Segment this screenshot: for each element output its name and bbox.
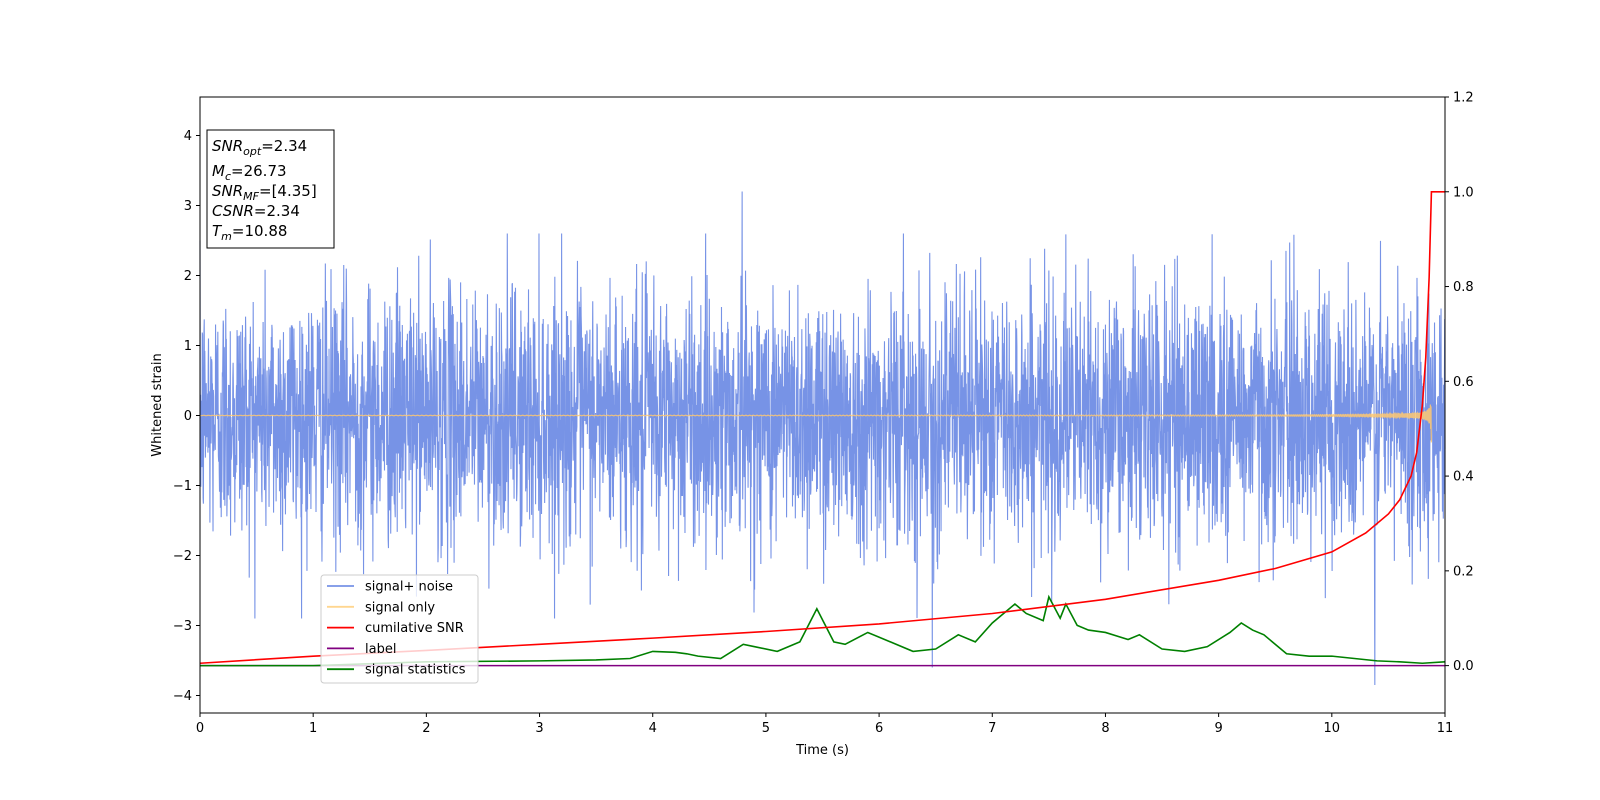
y-tick-label: 3 — [184, 199, 192, 214]
legend-entry: cumilative SNR — [365, 621, 464, 636]
y-tick-label: −2 — [173, 549, 192, 564]
x-tick-label: 10 — [1324, 721, 1341, 736]
y-tick-label: 0 — [184, 409, 192, 424]
y-tick-label: −4 — [173, 689, 192, 704]
legend: signal+ noise signal only cumilative SNR la… — [320, 574, 479, 684]
annotation-symbol: SNR — [212, 182, 243, 200]
y2-axis-ticks: 0.0 0.2 0.4 0.6 0.8 1.0 1.2 — [1445, 91, 1474, 674]
x-tick-label: 4 — [649, 721, 657, 736]
y-tick-label: 4 — [184, 129, 192, 144]
annotation-line: Tm=10.88 — [212, 222, 287, 243]
signal-series-layer — [199, 404, 1433, 443]
y2-tick-label: 0.6 — [1453, 375, 1474, 390]
x-tick-label: 8 — [1101, 721, 1109, 736]
y2-tick-label: 0.4 — [1453, 470, 1474, 485]
y-axis-ticks: −4 −3 −2 −1 0 1 2 3 4 — [173, 129, 200, 704]
series-signal-only-line — [199, 404, 1433, 443]
legend-frame — [320, 574, 479, 684]
annotation-subscript: opt — [243, 145, 262, 158]
x-tick-label: 11 — [1437, 721, 1454, 736]
annotation-frame — [206, 129, 335, 249]
y2-tick-label: 1.2 — [1453, 91, 1474, 106]
x-tick-label: 3 — [535, 721, 543, 736]
annotation-symbol: SNR — [212, 137, 243, 155]
x-tick-label: 9 — [1214, 721, 1222, 736]
series-signal-statistics-line — [200, 594, 1446, 667]
x-tick-label: 5 — [762, 721, 770, 736]
annotation-line: SNRopt=2.34 — [212, 137, 307, 158]
x-tick-label: 6 — [875, 721, 883, 736]
annotation-line: Mc=26.73 — [212, 162, 287, 183]
x-tick-label: 7 — [988, 721, 996, 736]
annotation-line: CSNR=2.34 — [212, 202, 300, 220]
annotation-value: =2.34 — [261, 137, 307, 155]
plot-frame — [199, 96, 1446, 714]
annotation-symbol: M — [212, 162, 225, 180]
x-tick-label: 1 — [309, 721, 317, 736]
legend-entry: signal only — [365, 600, 435, 615]
y-tick-label: 1 — [184, 339, 192, 354]
series-cumilative-snr-line — [199, 190, 1445, 665]
y-tick-label: −3 — [173, 619, 192, 634]
y2-tick-label: 0.0 — [1453, 659, 1474, 674]
annotation-line: SNRMF=[4.35] — [212, 182, 317, 203]
legend-entry: signal statistics — [365, 663, 466, 678]
y2-tick-label: 0.2 — [1453, 564, 1474, 579]
annotation-subscript: c — [225, 170, 231, 183]
x-tick-label: 0 — [196, 721, 204, 736]
annotation-value: =2.34 — [254, 202, 300, 220]
x-tick-label: 2 — [422, 721, 430, 736]
annotation-subscript: m — [221, 230, 232, 243]
legend-entry: signal+ noise — [365, 580, 453, 595]
y-axis-label: Whitened strain — [150, 353, 165, 456]
annotation-value: =26.73 — [231, 162, 287, 180]
x-axis-ticks: 0 1 2 3 4 5 6 7 8 9 10 11 — [196, 713, 1453, 736]
x-axis-label: Time (s) — [795, 743, 849, 758]
y2-tick-label: 1.0 — [1453, 185, 1474, 200]
legend-entry: label — [365, 642, 396, 657]
annotation-value: =[4.35] — [259, 182, 317, 200]
annotation-value: =10.88 — [232, 222, 288, 240]
y2-tick-label: 0.8 — [1453, 280, 1474, 295]
annotation-symbol: CSNR — [212, 202, 254, 220]
annotation-subscript: MF — [243, 190, 259, 203]
y-tick-label: −1 — [173, 479, 192, 494]
annotation-box: SNRopt=2.34Mc=26.73SNRMF=[4.35]CSNR=2.34… — [206, 129, 335, 249]
y-tick-label: 2 — [184, 269, 192, 284]
annotation-symbol: T — [212, 222, 223, 240]
